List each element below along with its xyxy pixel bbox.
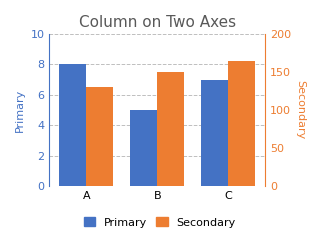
- Bar: [157, 72, 184, 186]
- Bar: [201, 80, 228, 186]
- Bar: [228, 60, 255, 186]
- Legend: Primary, Secondary: Primary, Secondary: [80, 213, 240, 232]
- Y-axis label: Primary: Primary: [15, 88, 25, 132]
- Bar: [86, 87, 113, 186]
- Y-axis label: Secondary: Secondary: [295, 80, 305, 140]
- Title: Column on Two Axes: Column on Two Axes: [79, 15, 236, 30]
- Bar: [130, 110, 157, 186]
- Bar: [59, 64, 86, 186]
